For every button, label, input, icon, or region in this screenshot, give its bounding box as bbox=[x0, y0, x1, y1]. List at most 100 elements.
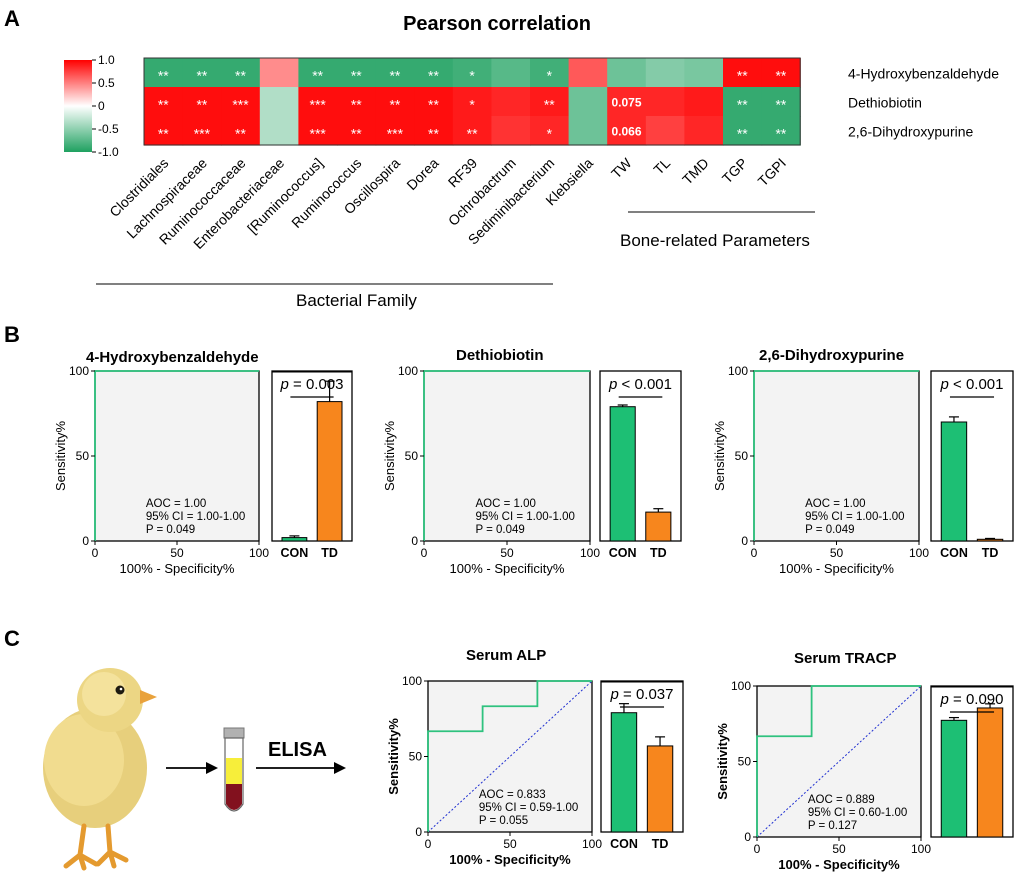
heatmap-annotation: ** bbox=[428, 68, 439, 84]
heatmap-cell bbox=[645, 87, 685, 117]
heatmap-cell bbox=[144, 58, 184, 88]
heatmap-cell bbox=[607, 116, 647, 146]
heatmap-frame bbox=[143, 57, 801, 146]
x-tick-label: 0 bbox=[421, 546, 428, 560]
roc-stat: 95% CI = 1.00-1.00 bbox=[805, 511, 904, 523]
y-axis-label: Sensitivity% bbox=[53, 421, 68, 492]
heatmap-cell bbox=[221, 116, 261, 146]
roc-curve bbox=[756, 685, 921, 837]
heatmap-column-label: Dorea bbox=[403, 155, 441, 193]
heatmap-cell bbox=[491, 116, 531, 146]
x-tick-label: 50 bbox=[500, 546, 514, 560]
heatmap-cell bbox=[723, 58, 763, 88]
bar-category-label: TD bbox=[982, 546, 999, 560]
y-tick-label: 0 bbox=[411, 534, 418, 548]
bar bbox=[610, 712, 638, 833]
roc-stat: P = 0.049 bbox=[805, 524, 854, 536]
group-label: Bacterial Family bbox=[296, 291, 417, 310]
heatmap-row-label: 4-Hydroxybenzaldehyde bbox=[848, 66, 999, 82]
chick-illustration bbox=[43, 668, 157, 871]
heatmap-cell bbox=[607, 87, 647, 117]
roc-stat: P = 0.049 bbox=[146, 524, 195, 536]
heatmap-cell bbox=[375, 87, 415, 117]
x-tick-label: 100 bbox=[249, 546, 269, 560]
heatmap-column-label: TGPI bbox=[755, 155, 789, 189]
roc-title: 4-Hydroxybenzaldehyde bbox=[86, 349, 259, 366]
heatmap-cell bbox=[337, 87, 377, 117]
heatmap-annotation: ** bbox=[158, 97, 169, 113]
bar-category-label: CON bbox=[281, 546, 309, 560]
blood-tube-icon bbox=[223, 727, 245, 812]
roc-title: Dethiobiotin bbox=[456, 347, 543, 364]
heatmap-cell bbox=[530, 87, 570, 117]
heatmap-cell bbox=[452, 87, 492, 117]
bar bbox=[976, 538, 1004, 542]
colorbar-tick-label: 0 bbox=[98, 99, 105, 113]
x-tick-label: 0 bbox=[751, 546, 758, 560]
panel-label-c: C bbox=[4, 626, 20, 651]
heatmap-cell bbox=[298, 87, 338, 117]
heatmap-cell bbox=[144, 87, 184, 117]
heatmap-annotation: * bbox=[547, 68, 553, 84]
heatmap-annotation: ** bbox=[775, 97, 786, 113]
bar bbox=[645, 511, 672, 542]
colorbar-tick-label: 1.0 bbox=[98, 53, 115, 67]
heatmap-cell bbox=[337, 58, 377, 88]
heatmap-cell bbox=[452, 116, 492, 146]
y-axis-label: Sensitivity% bbox=[712, 421, 727, 492]
p-value-label: p < 0.001 bbox=[608, 376, 672, 393]
heatmap-cell bbox=[568, 58, 608, 88]
heatmap-annotation: ** bbox=[737, 97, 748, 113]
heatmap-annotation: ** bbox=[544, 97, 555, 113]
roc-stat: 95% CI = 0.60-1.00 bbox=[808, 807, 907, 819]
heatmap-annotation: * bbox=[469, 68, 475, 84]
heatmap-annotation: ** bbox=[775, 126, 786, 142]
heatmap-cell bbox=[298, 116, 338, 146]
y-tick-label: 0 bbox=[741, 534, 748, 548]
x-tick-label: 100 bbox=[582, 837, 602, 851]
x-axis-label: 100% - Specificity% bbox=[778, 857, 900, 872]
bar bbox=[316, 401, 343, 542]
y-tick-label: 100 bbox=[69, 364, 89, 378]
heatmap-annotation: ** bbox=[389, 68, 400, 84]
bar-category-label: TD bbox=[650, 546, 667, 560]
bar-category-label: TD bbox=[652, 837, 669, 851]
x-tick-label: 100 bbox=[909, 546, 929, 560]
heatmap-annotation: ** bbox=[775, 68, 786, 84]
p-value-label: p = 0.037 bbox=[610, 686, 674, 703]
colorbar-tick-label: 0.5 bbox=[98, 76, 115, 90]
heatmap-annotation: *** bbox=[387, 126, 404, 142]
bar-category-label: CON bbox=[940, 546, 968, 560]
heatmap-cell bbox=[414, 87, 454, 117]
heatmap-cell bbox=[182, 87, 222, 117]
x-tick-label: 50 bbox=[830, 546, 844, 560]
heatmap-column-label: TMD bbox=[679, 155, 712, 188]
bar bbox=[609, 406, 636, 542]
heatmap-title: Pearson correlation bbox=[403, 13, 591, 35]
heatmap-cell bbox=[684, 58, 724, 88]
heatmap-annotation: ** bbox=[428, 97, 439, 113]
roc-stat: AOC = 0.833 bbox=[479, 789, 546, 801]
heatmap-annotation: *** bbox=[194, 126, 211, 142]
heatmap-annotation: ** bbox=[312, 68, 323, 84]
panel-label-b: B bbox=[4, 322, 20, 347]
y-tick-label: 0 bbox=[82, 534, 89, 548]
x-axis-label: 100% - Specificity% bbox=[450, 561, 565, 576]
roc-stat: AOC = 1.00 bbox=[805, 498, 865, 510]
elisa-arrow: ELISA bbox=[256, 739, 346, 774]
heatmap-cell bbox=[375, 58, 415, 88]
heatmap-cell bbox=[182, 58, 222, 88]
heatmap-cell bbox=[375, 116, 415, 146]
x-axis-label: 100% - Specificity% bbox=[120, 561, 235, 576]
y-axis-label: Sensitivity% bbox=[386, 718, 401, 795]
heatmap-annotation: ** bbox=[351, 68, 362, 84]
heatmap-cell bbox=[414, 116, 454, 146]
heatmap-annotation: *** bbox=[310, 97, 327, 113]
heatmap-column-label: TL bbox=[650, 155, 673, 178]
y-axis-label: Sensitivity% bbox=[382, 421, 397, 492]
heatmap-cell bbox=[761, 87, 801, 117]
x-tick-label: 50 bbox=[832, 842, 846, 856]
arrow-icon-1 bbox=[166, 762, 218, 774]
heatmap-cell bbox=[645, 58, 685, 88]
heatmap-cell bbox=[568, 87, 608, 117]
